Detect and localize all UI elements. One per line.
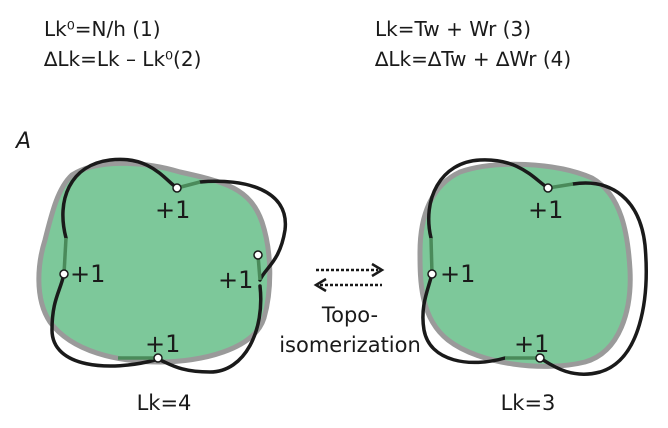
right-crossing-label-bottom: +1 [514,330,549,358]
right-crossing-seg-left [429,237,434,275]
left-strand-bottom [158,284,263,374]
left-crossing-label-bottom: +1 [145,330,180,358]
right-crossing-label-left: +1 [440,260,475,288]
right-crossing-dot-left [427,269,437,279]
left-crossing-dot-left [59,269,69,279]
left-dna-circle: +1 +1 +1 +1 [36,157,287,374]
left-crossing-dot-top [172,183,182,193]
left-strand-left [50,272,157,368]
right-strand-top [426,158,550,240]
left-caption: Lk=4 [137,391,192,415]
right-strand-right [538,181,648,376]
equation-1: Lk⁰=N/h (1) [44,17,161,41]
left-crossing-dot-right [253,250,263,260]
right-crossing-dot-top [543,183,553,193]
left-crossing-label-top: +1 [155,196,190,224]
left-crossing-label-right: +1 [218,266,253,294]
left-strand-right [198,179,287,282]
right-circle-body [417,161,633,369]
forward-arrow-head [371,262,385,278]
left-strand-top [61,157,179,240]
right-crossing-dot-bottom [535,353,545,363]
transition-label-line1: Topo- [321,303,378,327]
left-crossing-dot-bottom [153,353,163,363]
left-circle-body [36,160,273,365]
left-crossing-label-left: +1 [70,260,105,288]
right-strand-left [421,272,507,365]
transition-label-line2: isomerization [279,333,421,357]
right-crossing-label-top: +1 [528,196,563,224]
right-caption: Lk=3 [501,391,556,415]
transition-arrows [313,262,385,293]
equation-4: ∆Lk=∆Tw + ∆Wr (4) [374,47,571,71]
equation-3: Lk=Tw + Wr (3) [375,17,531,41]
panel-label: A [14,129,31,154]
right-dna-circle: +1 +1 +1 [417,158,648,376]
equation-2: ∆Lk=Lk – Lk⁰(2) [43,47,201,71]
left-crossing-seg-left [62,237,68,275]
backward-arrow-head [313,277,327,293]
